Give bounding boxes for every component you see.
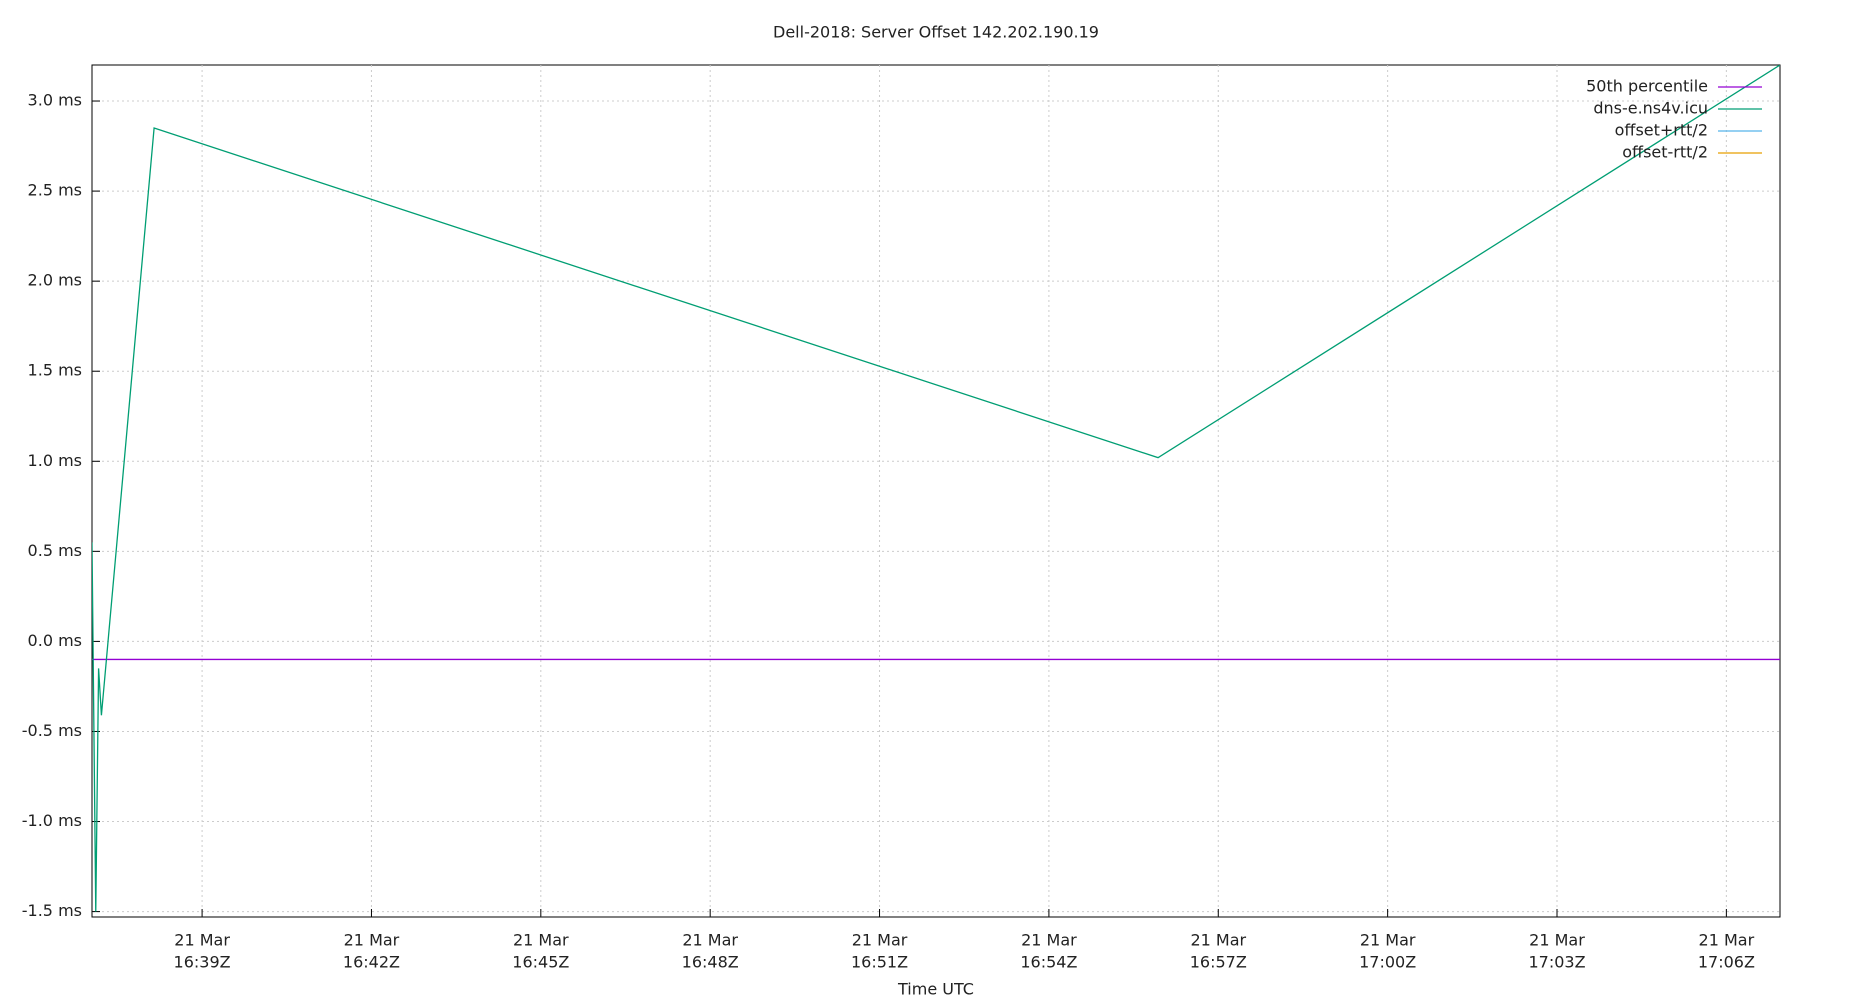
x-tick-label: 21 Mar [1360,931,1416,950]
x-tick-label: 21 Mar [852,931,908,950]
x-tick-label: 21 Mar [682,931,738,950]
y-tick-label: 0.0 ms [28,631,82,650]
x-tick-label: 21 Mar [1021,931,1077,950]
legend-label: offset+rtt/2 [1615,121,1708,140]
x-tick-label: 21 Mar [1699,931,1755,950]
legend-label: 50th percentile [1586,77,1708,96]
y-tick-label: -0.5 ms [22,721,82,740]
legend-label: dns-e.ns4v.icu [1593,99,1708,118]
x-tick-label: 21 Mar [1529,931,1585,950]
y-tick-label: -1.5 ms [22,901,82,920]
x-tick-label: 16:48Z [682,953,739,972]
x-tick-label: 17:00Z [1359,953,1416,972]
x-tick-label: 21 Mar [344,931,400,950]
y-tick-label: -1.0 ms [22,811,82,830]
plot-frame [91,64,1781,918]
y-tick-label: 3.0 ms [28,91,82,110]
x-tick-label: 16:39Z [174,953,231,972]
x-tick-label: 16:57Z [1190,953,1247,972]
y-tick-label: 1.0 ms [28,451,82,470]
y-tick-label: 1.5 ms [28,361,82,380]
y-tick-label: 0.5 ms [28,541,82,560]
x-tick-label: 16:42Z [343,953,400,972]
x-tick-label: 17:06Z [1698,953,1755,972]
chart-title: Dell-2018: Server Offset 142.202.190.19 [773,23,1099,42]
x-tick-label: 16:45Z [512,953,569,972]
x-tick-label: 21 Mar [1190,931,1246,950]
x-tick-label: 21 Mar [513,931,569,950]
x-axis-label: Time UTC [897,980,974,999]
x-tick-label: 16:54Z [1020,953,1077,972]
x-tick-label: 16:51Z [851,953,908,972]
x-tick-label: 21 Mar [174,931,230,950]
legend-label: offset-rtt/2 [1622,143,1708,162]
y-tick-label: 2.5 ms [28,181,82,200]
y-tick-label: 2.0 ms [28,271,82,290]
series-line [92,65,1780,912]
x-tick-label: 17:03Z [1528,953,1585,972]
